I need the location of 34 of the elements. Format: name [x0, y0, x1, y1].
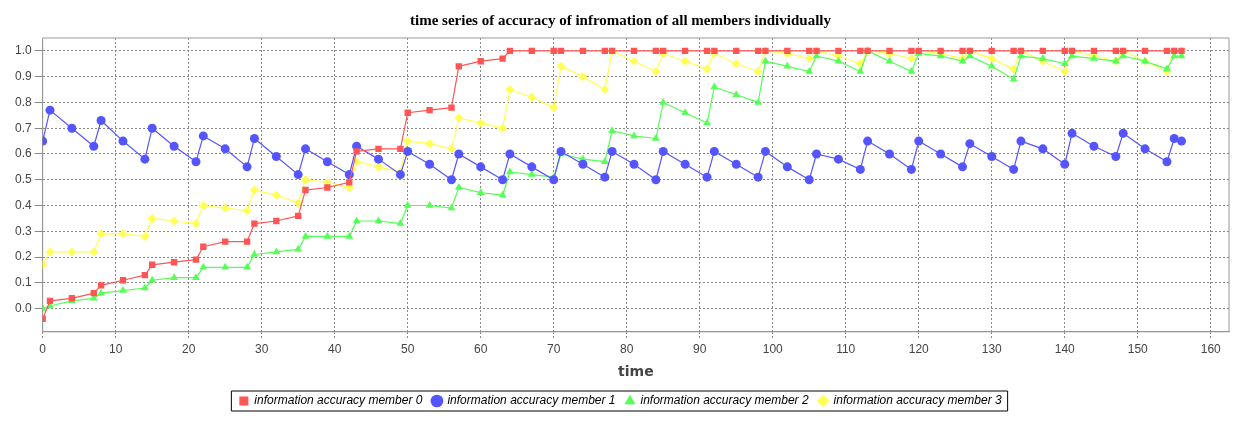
x-tick-label: 60: [474, 342, 488, 357]
x-tick-label: 100: [762, 342, 784, 357]
legend-label: information accuracy member 1: [447, 393, 616, 408]
x-tick-label: 50: [401, 342, 415, 357]
x-tick-label: 70: [547, 342, 561, 357]
y-tick-label: 0.5: [14, 172, 32, 187]
y-tick-label: 0.1: [14, 275, 32, 290]
x-tick-label: 0: [39, 342, 47, 357]
legend-label: information accuracy member 3: [833, 393, 1002, 408]
x-tick-label: 90: [693, 342, 707, 357]
x-tick-label: 10: [109, 342, 123, 357]
x-tick-label: 40: [328, 342, 342, 357]
x-tick-label: 130: [981, 342, 1003, 357]
y-tick-label: 0.4: [14, 197, 32, 212]
y-tick-label: 0.3: [14, 223, 32, 238]
x-tick-label: 20: [182, 342, 196, 357]
x-axis-title: time: [618, 363, 654, 380]
x-tick-label: 30: [255, 342, 269, 357]
chart-title: time series of accuracy of infromation of all members individually: [410, 11, 832, 28]
x-tick-label: 120: [908, 342, 930, 357]
y-tick-label: 0.9: [14, 68, 32, 83]
y-tick-label: 0.8: [14, 94, 32, 109]
x-tick-label: 150: [1127, 342, 1149, 357]
y-tick-label: 0.2: [14, 249, 32, 264]
legend-label: information accuracy member 0: [254, 393, 423, 408]
y-tick-label: 0.7: [14, 120, 32, 135]
legend-label: information accuracy member 2: [640, 393, 809, 408]
x-tick-label: 80: [620, 342, 634, 357]
y-tick-label: 1.0: [14, 43, 32, 58]
x-tick-label: 140: [1054, 342, 1076, 357]
x-tick-label: 160: [1200, 342, 1222, 357]
y-tick-label: 0.6: [14, 146, 32, 161]
y-tick-label: 0.0: [14, 300, 32, 315]
x-tick-label: 110: [836, 342, 856, 357]
